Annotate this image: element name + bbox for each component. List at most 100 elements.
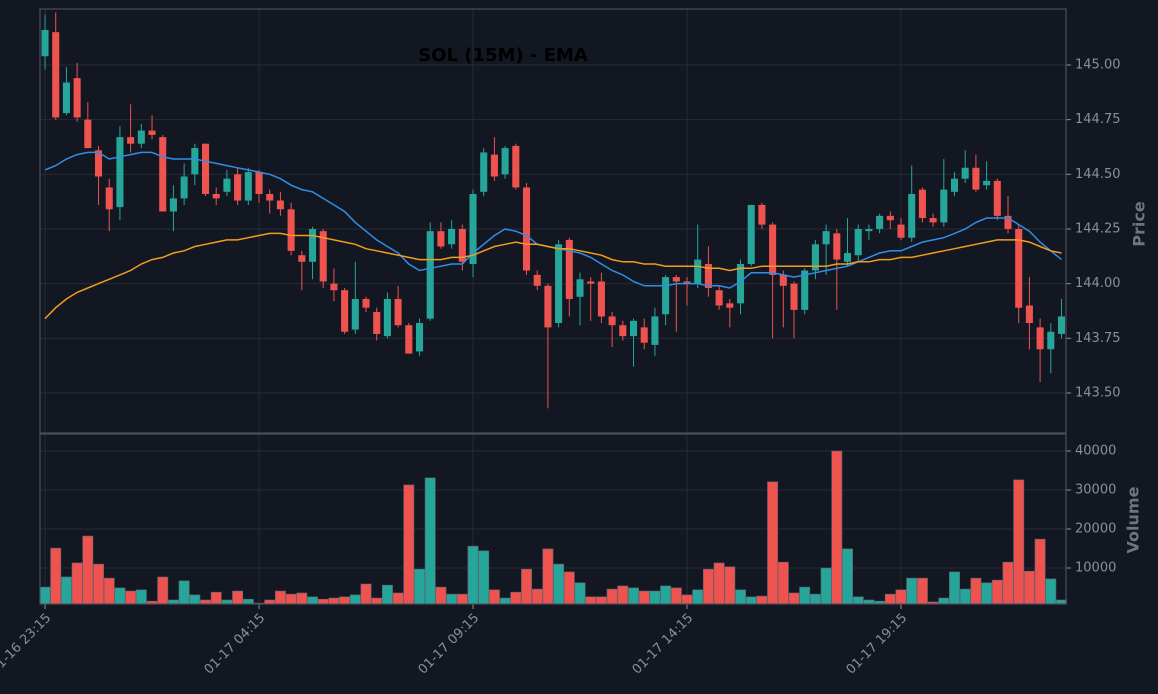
candle-body [341,290,349,332]
candle-body [1057,316,1066,334]
volume-bar [157,576,169,605]
candle-body [105,187,113,210]
volume-bar [189,594,201,605]
candle-body [908,193,916,238]
candle-body [62,82,70,114]
candle-body [769,224,777,275]
candle-body [276,200,284,210]
candle-body [469,193,477,264]
volume-bar [970,577,982,605]
candle-body [266,193,274,201]
volume-bar [349,594,361,605]
volume-bar [264,599,276,605]
candle-body [84,119,92,149]
candle-body [790,283,798,310]
candle-body [587,281,595,284]
candle-body [822,231,830,245]
volume-bar [735,589,746,605]
candle-body [597,281,605,317]
volume-bar [617,585,629,605]
candle-body [383,298,391,337]
candle-body [1004,215,1012,229]
candle-body [448,228,456,245]
chart-title: SOL (15M) - EMA [418,45,588,66]
candle-body [137,130,145,144]
candle-body [993,180,1001,216]
candle-body [191,148,199,175]
volume-bar [200,599,211,605]
candle-body [886,215,894,221]
candle-body [811,244,819,271]
candle-body [319,231,327,282]
candle-body [565,239,573,299]
volume-bar [39,586,51,605]
candle-body [73,78,81,118]
candle-body [298,255,306,262]
candle-body [212,193,220,199]
volume-bar [93,563,104,605]
volume-bar [50,547,62,605]
volume-bar [499,597,511,605]
candle-body [94,150,103,177]
volume-bar [724,566,736,605]
candle-body [159,137,167,212]
volume-bar [981,582,993,605]
y-tick-label: 145.00 [1075,57,1121,72]
candle-body [394,298,402,326]
volume-bar [478,550,490,605]
candle-body [373,312,381,334]
volume-bar [842,548,853,605]
candle-body [330,283,338,291]
volume-tick-label: 40000 [1075,444,1116,459]
candle-body [127,137,135,144]
volume-tick-label: 30000 [1075,483,1116,498]
price-panel-frame [39,8,1067,434]
volume-bar [317,598,329,605]
volume-bar [767,481,779,605]
candle-body [918,189,926,219]
ema-line [44,232,1062,320]
volume-bar [852,596,864,605]
volume-bar [702,568,714,605]
candle-body [983,180,991,186]
volume-bar [381,584,393,605]
volume-bar [542,548,554,605]
candle-body [169,198,177,212]
volume-bar [510,591,522,605]
volume-bar [681,594,693,605]
volume-bar [1045,578,1057,605]
volume-bar [82,535,94,605]
volume-bar [360,583,372,605]
volume-bar [745,596,757,605]
candle-body [843,253,852,262]
candle-body [255,172,263,194]
volume-bar [756,595,768,605]
volume-bar [371,597,383,605]
candle-body [865,228,873,232]
candle-body [437,231,445,247]
volume-bar [863,599,875,605]
candle-body [405,325,413,354]
candle-body [544,285,552,328]
y-tick-label: 144.75 [1075,112,1121,127]
volume-bar [1034,538,1046,605]
candle-body [736,263,745,304]
volume-bar [916,577,928,605]
y-tick-label: 143.50 [1075,385,1121,400]
candle-body [426,231,434,319]
volume-bar [1013,479,1025,605]
volume-bar [414,568,425,605]
volume-bar [959,588,971,605]
volume-bar [713,562,725,605]
candle-body [234,174,242,201]
volume-bar [531,588,543,605]
volume-bar [831,450,843,605]
candle-body [726,303,734,308]
candle-body [52,32,60,118]
y-tick-label: 143.75 [1075,331,1121,346]
candle-body [950,178,959,192]
volume-bar [1002,561,1014,605]
candle-body [619,325,627,337]
candle-body [704,263,712,289]
volume-bar [938,597,950,605]
